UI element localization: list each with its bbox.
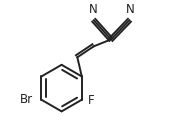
Text: F: F (88, 94, 95, 107)
Text: N: N (126, 3, 134, 16)
Text: Br: Br (19, 93, 33, 106)
Text: N: N (89, 3, 98, 16)
